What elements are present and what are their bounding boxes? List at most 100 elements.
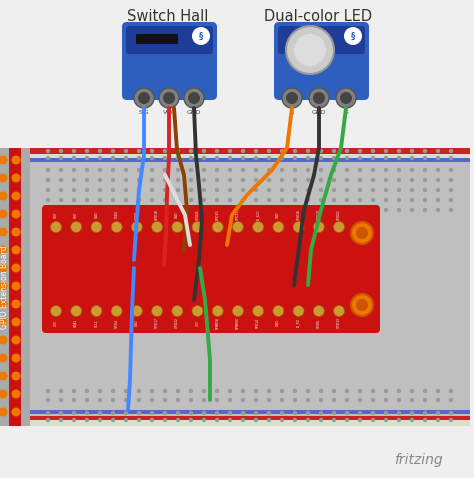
Circle shape [176, 411, 180, 415]
Circle shape [449, 389, 453, 393]
Circle shape [241, 149, 245, 153]
Circle shape [345, 178, 349, 182]
Circle shape [332, 411, 336, 415]
Circle shape [319, 156, 323, 160]
Circle shape [280, 168, 284, 172]
Circle shape [163, 208, 167, 212]
Circle shape [72, 198, 76, 202]
Circle shape [51, 305, 62, 316]
Circle shape [11, 354, 20, 362]
Circle shape [306, 389, 310, 393]
Circle shape [241, 398, 245, 402]
Circle shape [59, 198, 63, 202]
Text: GPIO22: GPIO22 [175, 317, 179, 328]
Text: §: § [351, 32, 355, 41]
Circle shape [11, 371, 20, 380]
Circle shape [410, 208, 414, 212]
Circle shape [332, 208, 336, 212]
Circle shape [134, 88, 154, 108]
Circle shape [163, 92, 175, 104]
Circle shape [306, 149, 310, 153]
Circle shape [358, 198, 362, 202]
Text: fritzing: fritzing [394, 453, 442, 467]
Circle shape [0, 336, 8, 345]
Circle shape [98, 208, 102, 212]
Circle shape [0, 408, 8, 416]
Circle shape [150, 149, 154, 153]
Circle shape [46, 398, 50, 402]
Circle shape [358, 156, 362, 160]
Circle shape [293, 156, 297, 160]
Circle shape [423, 418, 427, 422]
Circle shape [137, 208, 141, 212]
Circle shape [356, 227, 368, 239]
Circle shape [345, 198, 349, 202]
Text: SPIMOSI: SPIMOSI [216, 317, 220, 329]
Circle shape [91, 305, 102, 316]
Circle shape [163, 411, 167, 415]
Circle shape [371, 208, 375, 212]
Circle shape [384, 156, 388, 160]
Circle shape [137, 156, 141, 160]
Circle shape [319, 398, 323, 402]
Circle shape [319, 178, 323, 182]
Circle shape [410, 418, 414, 422]
Circle shape [280, 149, 284, 153]
Circle shape [46, 208, 50, 212]
Circle shape [192, 221, 203, 232]
Circle shape [46, 198, 50, 202]
Circle shape [332, 156, 336, 160]
Circle shape [254, 411, 258, 415]
Circle shape [98, 178, 102, 182]
Circle shape [436, 208, 440, 212]
Circle shape [111, 418, 115, 422]
Circle shape [0, 300, 8, 308]
Circle shape [358, 389, 362, 393]
Circle shape [280, 411, 284, 415]
Text: TXD0: TXD0 [115, 211, 118, 219]
Circle shape [332, 188, 336, 192]
Circle shape [241, 168, 245, 172]
Circle shape [410, 389, 414, 393]
Circle shape [111, 411, 115, 415]
Circle shape [273, 305, 284, 316]
Circle shape [215, 398, 219, 402]
Circle shape [294, 34, 326, 66]
Circle shape [85, 208, 89, 212]
Circle shape [163, 156, 167, 160]
Text: GPIO Extension Board: GPIO Extension Board [0, 245, 9, 329]
Text: SPIMISO: SPIMISO [236, 317, 240, 329]
Circle shape [71, 221, 82, 232]
Circle shape [306, 188, 310, 192]
Circle shape [152, 221, 163, 232]
Circle shape [397, 411, 401, 415]
Circle shape [358, 178, 362, 182]
Text: VCC: VCC [163, 109, 175, 115]
FancyBboxPatch shape [278, 26, 365, 54]
Text: 5V0: 5V0 [54, 212, 58, 218]
Circle shape [436, 178, 440, 182]
Circle shape [273, 221, 284, 232]
Circle shape [384, 168, 388, 172]
Circle shape [371, 418, 375, 422]
Circle shape [358, 208, 362, 212]
Circle shape [340, 92, 352, 104]
Circle shape [11, 336, 20, 345]
Circle shape [72, 168, 76, 172]
Circle shape [319, 188, 323, 192]
Circle shape [241, 208, 245, 212]
Circle shape [46, 178, 50, 182]
Circle shape [397, 418, 401, 422]
Circle shape [46, 389, 50, 393]
Circle shape [98, 411, 102, 415]
Circle shape [189, 178, 193, 182]
Circle shape [267, 149, 271, 153]
Circle shape [228, 156, 232, 160]
Circle shape [436, 168, 440, 172]
Circle shape [384, 178, 388, 182]
Circle shape [397, 156, 401, 160]
Circle shape [202, 198, 206, 202]
Circle shape [358, 398, 362, 402]
Circle shape [436, 398, 440, 402]
Circle shape [334, 221, 345, 232]
